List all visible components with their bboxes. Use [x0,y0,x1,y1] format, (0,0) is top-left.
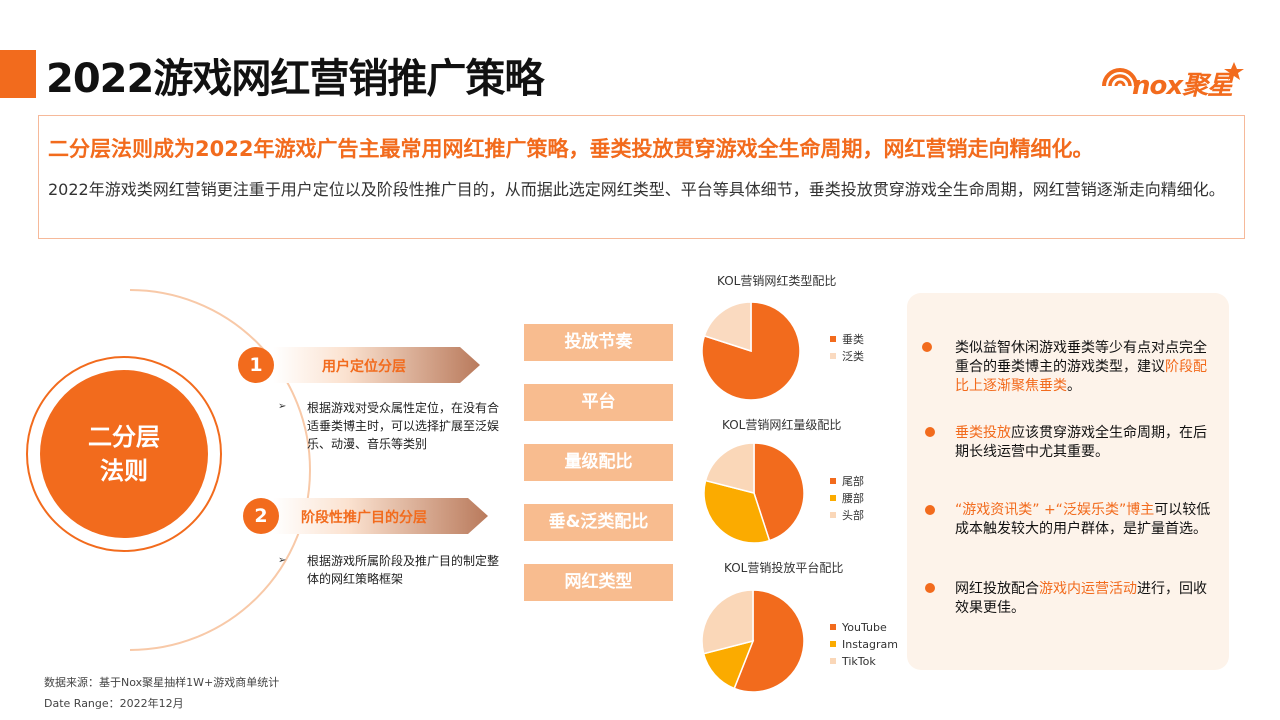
pie-3 [701,589,805,693]
pie-1-legend-item: 泛类 [830,348,864,365]
pie-slice-TikTok [701,589,754,655]
nox-logo-icon [1102,62,1244,87]
pie-slice-腰部 [703,479,771,544]
outer-arc [129,289,311,651]
insight-text-segment: 进行，回收效果更佳。 [955,581,1207,616]
pie-2-legend: 尾部 腰部 头部 [830,473,864,524]
summary-headline: 二分层法则成为2022年游戏广告主最常用网红推广策略，垂类投放贯穿游戏全生命周期… [48,137,1094,161]
stack-item-volume-ratio: 量级配比 [524,444,673,481]
insight-text-segment: 网红投放配合 [955,581,1039,597]
pie-2-legend-item: 腰部 [830,490,864,507]
pie-2-legend-item: 尾部 [830,473,864,490]
stack-item-rhythm: 投放节奏 [524,324,673,361]
pie-slice-尾部 [753,442,805,542]
nox-logo-text: nox聚星 [1132,71,1233,101]
legend-label: 泛类 [842,350,864,363]
legend-label: 垂类 [842,333,864,346]
legend-label: 尾部 [842,475,864,488]
pie-3-legend-item: Instagram [830,636,898,653]
legend-swatch [830,512,836,518]
legend-swatch [830,641,836,647]
legend-swatch [830,478,836,484]
legend-swatch [830,353,836,359]
summary-description: 2022年游戏类网红营销更注重于用户定位以及阶段性推广目的，从而据此选定网红类型… [48,180,1225,199]
legend-swatch [830,336,836,342]
layer-2-arrow [273,498,488,534]
pie-1-legend-item: 垂类 [830,331,864,348]
core-label-line1: 二分层 [88,423,160,451]
layer-2-label: 阶段性推广目的分层 [301,510,427,526]
insight-2: 垂类投放应该贯穿游戏全生命周期，在后期长线运营中尤其重要。 [955,424,1217,462]
legend-label: YouTube [842,621,887,634]
insight-highlight: 阶段配比上逐渐聚焦垂类 [955,359,1207,394]
pie-slice-Instagram [702,639,755,690]
insight-bullet-icon [925,427,935,437]
pie-slice-泛类 [703,301,752,353]
pie-2 [703,442,805,544]
pie-3-legend-item: TikTok [830,653,898,670]
pie-2-title: KOL营销网红量级配比 [722,418,842,432]
data-source: 数据来源：基于Nox聚星抽样1W+游戏商单统计 [44,676,280,689]
insight-text-segment: 类似益智休闲游戏垂类等少有点对点完全重合的垂类博主的游戏类型，建议 [955,340,1207,375]
pie-3-legend: YouTube Instagram TikTok [830,619,898,670]
insight-highlight: “游戏资讯类” +“泛娱乐类”博主 [955,502,1155,518]
layer-2-number: 2 [243,498,279,534]
pie-1-legend: 垂类 泛类 [830,331,864,365]
layer-1-number: 1 [238,347,274,383]
date-range: Date Range：2022年12月 [44,697,184,710]
legend-label: 头部 [842,509,864,522]
pie-1-title: KOL营销网红类型配比 [717,274,837,288]
insight-text-segment: 可以较低成本触发较大的用户群体，是扩量首选。 [955,502,1211,537]
insight-bullet-icon [922,342,932,352]
stack-item-platform: 平台 [524,384,673,421]
pie-slice-头部 [704,442,755,494]
summary-box [38,115,1245,239]
legend-label: 腰部 [842,492,864,505]
legend-swatch [830,624,836,630]
layer-1-label: 用户定位分层 [322,359,406,375]
core-circle [40,370,208,538]
nox-logo: nox聚星 [1098,52,1248,102]
core-label-line2: 法则 [100,457,148,485]
layer-2-bullet-icon: ➢ [278,555,287,566]
core-label: 二分层 法则 [62,420,186,488]
pie-3-title: KOL营销投放平台配比 [724,561,844,575]
pie-3-legend-item: YouTube [830,619,898,636]
insight-1: 类似益智休闲游戏垂类等少有点对点完全重合的垂类博主的游戏类型，建议阶段配比上逐渐… [955,339,1217,396]
core-ring [26,356,222,552]
title-accent-bar [0,50,36,98]
legend-label: TikTok [842,655,876,668]
stack-item-vertical-general-ratio: 垂&泛类配比 [524,504,673,541]
insight-bullet-icon [925,583,935,593]
pie-1 [701,301,801,401]
layer-1-bullet-icon: ➢ [278,401,287,412]
stack-item-influencer-type: 网红类型 [524,564,673,601]
legend-swatch [830,658,836,664]
legend-label: Instagram [842,638,898,651]
insight-highlight: 垂类投放 [955,425,1011,441]
layer-1-arrow [273,347,480,383]
insight-highlight: 游戏内运营活动 [1039,581,1137,597]
layer-2-text: 根据游戏所属阶段及推广目的制定整体的网红策略框架 [307,554,500,586]
insight-panel [907,293,1229,670]
insight-text-segment: 。 [1067,378,1081,394]
insight-text-segment: 应该贯穿游戏全生命周期，在后期长线运营中尤其重要。 [955,425,1207,460]
two-layer-diagram [26,289,488,651]
legend-swatch [830,495,836,501]
page-title: 2022游戏网红营销推广策略 [46,56,544,102]
insight-bullet-icon [925,505,935,515]
insight-4: 网红投放配合游戏内运营活动进行，回收效果更佳。 [955,580,1217,618]
layer-1-text: 根据游戏对受众属性定位，在没有合适垂类博主时，可以选择扩展至泛娱乐、动漫、音乐等… [307,401,500,451]
insight-3: “游戏资讯类” +“泛娱乐类”博主可以较低成本触发较大的用户群体，是扩量首选。 [955,501,1217,539]
pie-2-legend-item: 头部 [830,507,864,524]
pie-slice-YouTube [733,589,805,693]
